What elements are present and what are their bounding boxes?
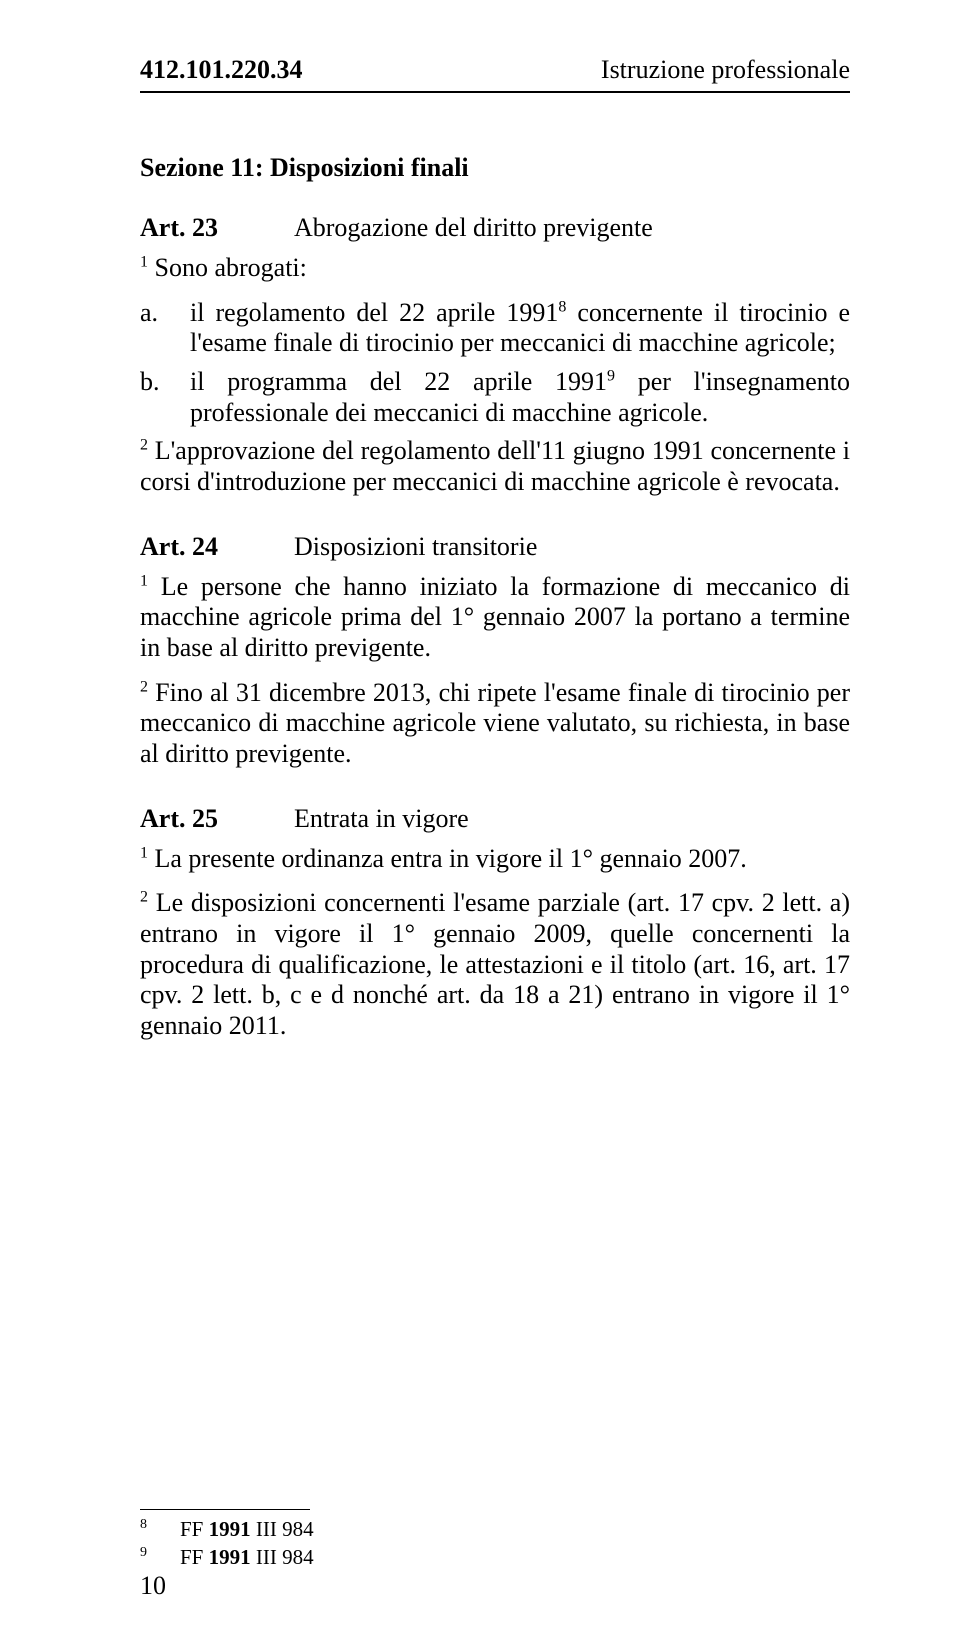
art23-p2: 2 L'approvazione del regolamento dell'11…: [140, 436, 850, 497]
para-text: Le disposizioni concernenti l'esame parz…: [140, 888, 850, 1040]
article-24-heading: Art. 24 Disposizioni transitorie: [140, 532, 850, 562]
list-text: il programma del 22 aprile 19919 per l'i…: [190, 367, 850, 428]
document-page: 412.101.220.34 Istruzione professionale …: [0, 0, 960, 1641]
footnotes: 8 FF 1991 III 984 9 FF 1991 III 984: [140, 1509, 850, 1571]
art25-p2: 2 Le disposizioni concernenti l'esame pa…: [140, 888, 850, 1041]
footnote-text: FF 1991 III 984: [180, 1544, 314, 1571]
art-title: Abrogazione del diritto previgente: [294, 213, 653, 242]
art25-p1: 1 La presente ordinanza entra in vigore …: [140, 844, 850, 875]
superscript: 1: [140, 572, 148, 589]
list-marker: a.: [140, 298, 190, 359]
superscript: 2: [140, 678, 148, 695]
superscript: 1: [140, 844, 148, 861]
art-label: Art. 25: [140, 804, 290, 834]
doc-category: Istruzione professionale: [601, 55, 850, 85]
superscript: 2: [140, 437, 148, 454]
art23-p1: 1 Sono abrogati:: [140, 253, 850, 284]
art24-p2: 2 Fino al 31 dicembre 2013, chi ripete l…: [140, 678, 850, 770]
footnote-8: 8 FF 1991 III 984: [140, 1516, 850, 1543]
art24-p1: 1 Le persone che hanno iniziato la forma…: [140, 572, 850, 664]
footnote-number: 9: [140, 1544, 180, 1571]
list-text: il regolamento del 22 aprile 19918 conce…: [190, 298, 850, 359]
para-text: Fino al 31 dicembre 2013, chi ripete l'e…: [140, 678, 850, 768]
art-label: Art. 23: [140, 213, 290, 243]
para-text: Le persone che hanno iniziato la formazi…: [140, 572, 850, 662]
art-title: Entrata in vigore: [294, 804, 469, 833]
superscript: 9: [607, 367, 615, 384]
art-title: Disposizioni transitorie: [294, 532, 537, 561]
list-marker: b.: [140, 367, 190, 428]
page-number: 10: [140, 1571, 166, 1601]
superscript: 2: [140, 889, 148, 906]
section-title: Sezione 11: Disposizioni finali: [140, 153, 850, 183]
footnote-number: 8: [140, 1516, 180, 1543]
article-25-block: Art. 25 Entrata in vigore 1 La presente …: [140, 804, 850, 1042]
superscript: 1: [140, 253, 148, 270]
footnote-text: FF 1991 III 984: [180, 1516, 314, 1543]
footnote-9: 9 FF 1991 III 984: [140, 1544, 850, 1571]
doc-number: 412.101.220.34: [140, 55, 303, 85]
art23-item-a: a. il regolamento del 22 aprile 19918 co…: [140, 298, 850, 359]
para-text: La presente ordinanza entra in vigore il…: [148, 844, 747, 873]
para-text: L'approvazione del regolamento dell'11 g…: [140, 436, 850, 496]
text-before: il regolamento del 22 aprile 1991: [190, 298, 558, 327]
text-before: il programma del 22 aprile 1991: [190, 367, 607, 396]
article-25-heading: Art. 25 Entrata in vigore: [140, 804, 850, 834]
art23-item-b: b. il programma del 22 aprile 19919 per …: [140, 367, 850, 428]
footnote-rule: [140, 1509, 310, 1510]
art-label: Art. 24: [140, 532, 290, 562]
para-text: Sono abrogati:: [148, 253, 307, 282]
page-header: 412.101.220.34 Istruzione professionale: [140, 55, 850, 93]
article-23-heading: Art. 23 Abrogazione del diritto previgen…: [140, 213, 850, 243]
article-24-block: Art. 24 Disposizioni transitorie 1 Le pe…: [140, 532, 850, 770]
